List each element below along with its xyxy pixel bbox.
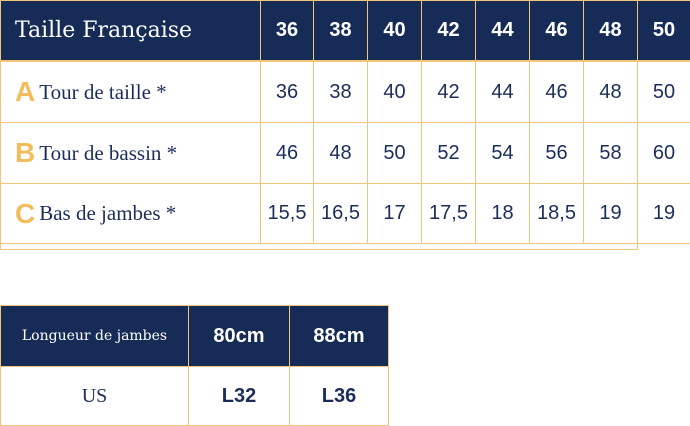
- row-label-text: Tour de taille *: [39, 79, 167, 104]
- table-cell: 15,5: [260, 183, 314, 244]
- length-header: 80cm: [188, 305, 290, 367]
- table-cell: 17: [367, 183, 422, 244]
- size-header: 46: [529, 0, 584, 61]
- table-cell: 50: [367, 122, 422, 184]
- table-cell: 48: [583, 61, 638, 123]
- length-cell: L32: [188, 366, 290, 426]
- table-cell: 46: [260, 122, 314, 184]
- table-cell: 36: [260, 61, 314, 123]
- row-label: B Tour de bassin *: [0, 122, 261, 184]
- size-header: 42: [421, 0, 476, 61]
- table-cell: 54: [475, 122, 530, 184]
- row-letter: B: [15, 137, 36, 168]
- table-cell: 18,5: [529, 183, 584, 244]
- size-header: 44: [475, 0, 530, 61]
- table-cell: 40: [367, 61, 422, 123]
- table-cell: 19: [637, 183, 690, 244]
- table-cell: 42: [421, 61, 476, 123]
- length-cell: L36: [289, 366, 389, 426]
- row-letter: A: [15, 76, 36, 107]
- row-label-text: Tour de bassin *: [39, 140, 178, 165]
- row-letter: C: [15, 197, 36, 229]
- size-header: 38: [313, 0, 368, 61]
- table-cell: 46: [529, 61, 584, 123]
- size-header: 36: [260, 0, 314, 61]
- table-footer-line: [0, 243, 638, 250]
- table-cell: 58: [583, 122, 638, 184]
- table-cell: 50: [637, 61, 690, 123]
- table-cell: 60: [637, 122, 690, 184]
- table-cell: 38: [313, 61, 368, 123]
- length-header: 88cm: [289, 305, 389, 367]
- table-cell: 19: [583, 183, 638, 244]
- length-header-label: Longueur de jambes: [0, 305, 189, 367]
- table-cell: 48: [313, 122, 368, 184]
- table-cell: 17,5: [421, 183, 476, 244]
- size-header: 48: [583, 0, 638, 61]
- us-label: US: [0, 366, 189, 426]
- table-cell: 56: [529, 122, 584, 184]
- size-header: 40: [367, 0, 422, 61]
- row-label: C Bas de jambes *: [0, 183, 261, 244]
- table-cell: 18: [475, 183, 530, 244]
- size-header: 50: [637, 0, 690, 61]
- table-cell: 16,5: [313, 183, 368, 244]
- table-cell: 44: [475, 61, 530, 123]
- table-cell: 52: [421, 122, 476, 184]
- row-label: A Tour de taille *: [0, 61, 261, 123]
- row-label-text: Bas de jambes *: [39, 201, 177, 225]
- header-label: Taille Française: [0, 0, 261, 61]
